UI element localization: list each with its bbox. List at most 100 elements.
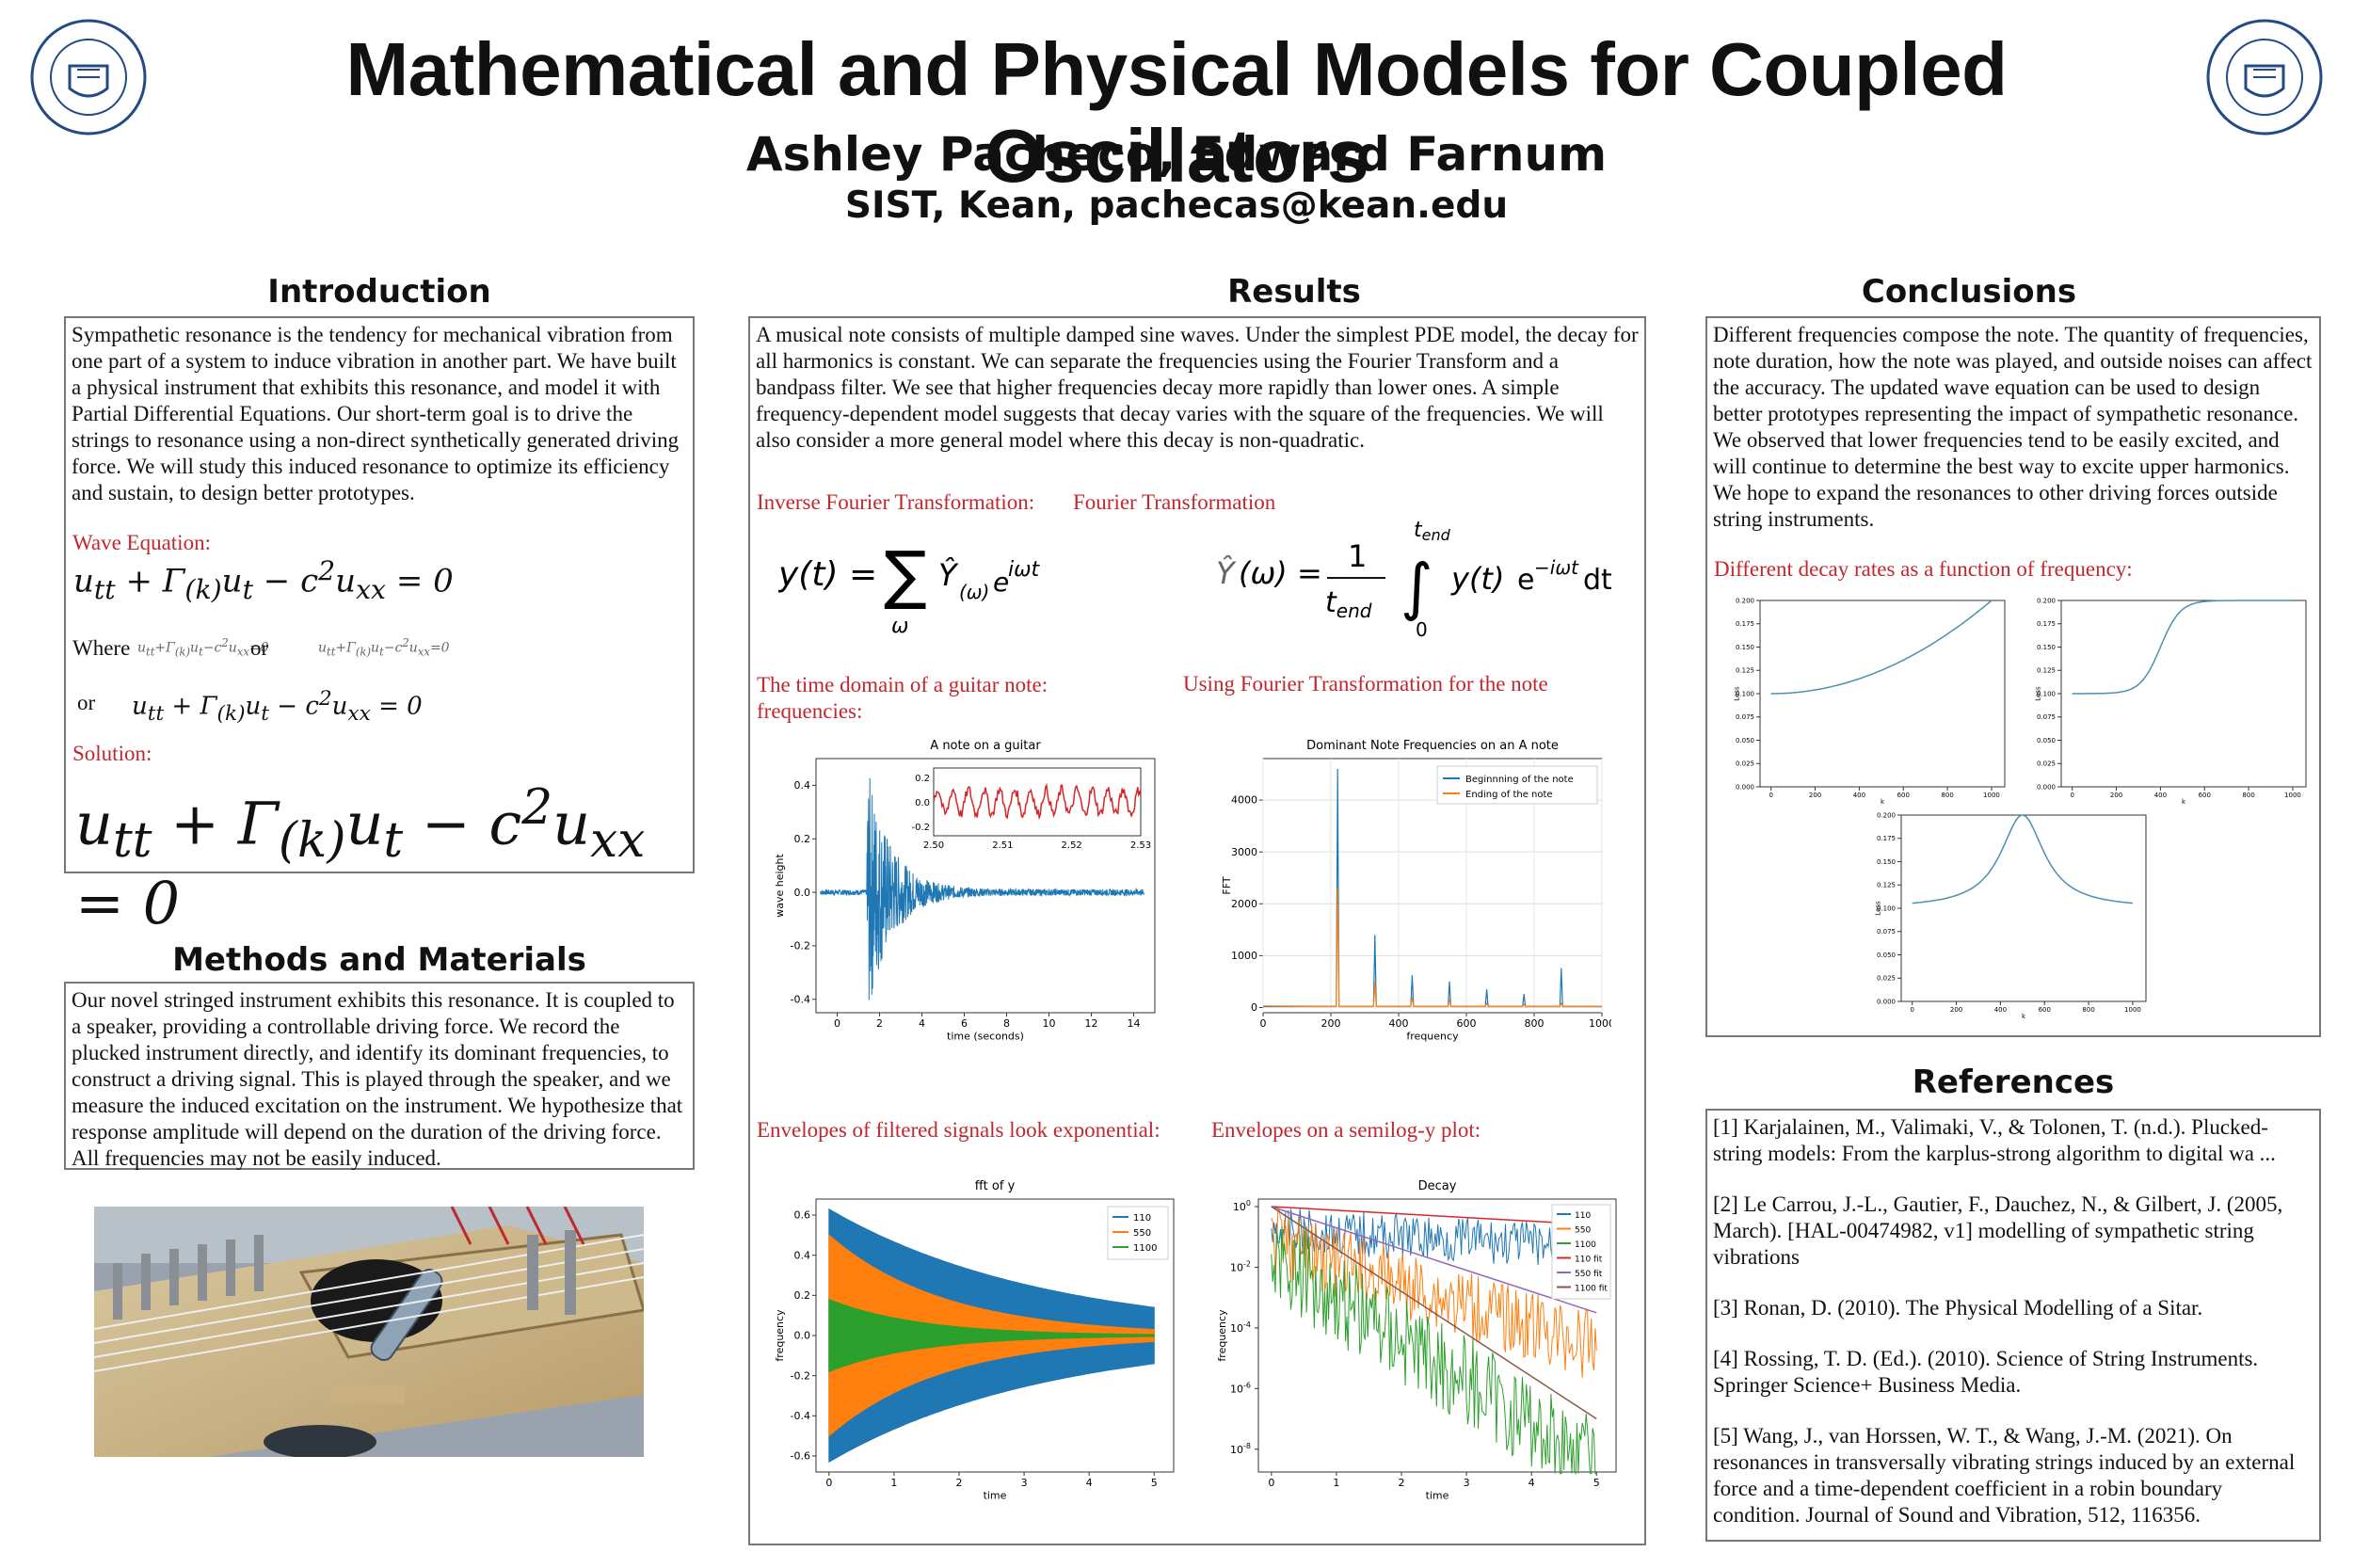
- y-tick-label: 0.100: [1736, 690, 1754, 697]
- fit-line-110 fit: [1271, 1206, 1597, 1226]
- x-axis-label: k: [2022, 1013, 2026, 1020]
- svg-text:(ω) =: (ω) =: [1239, 555, 1322, 591]
- loss-quadratic-chart: k Loss 0.000 0.025 0.050 0.075 0.100 0.125 0.150…: [1734, 597, 2006, 806]
- x-tick-label: 3: [1464, 1477, 1470, 1489]
- decay-rates-label: Different decay rates as a function of f…: [1714, 557, 2133, 581]
- legend-label: 110: [1575, 1211, 1591, 1221]
- y-tick-label: 0.200: [2037, 597, 2056, 604]
- svg-text:y(t) =: y(t) =: [778, 555, 877, 594]
- svg-text:e: e: [1517, 564, 1534, 597]
- plot-frame: [1257, 1198, 1617, 1473]
- legend-label: Beginnning of the note: [1465, 775, 1574, 785]
- where-label: Where: [72, 636, 131, 660]
- results-box: A musical note consists of multiple damp…: [748, 316, 1646, 1545]
- fit-line-550 fit: [1271, 1206, 1597, 1314]
- x-tick-label: 800: [1525, 1017, 1545, 1030]
- legend-label: 550 fit: [1575, 1270, 1603, 1279]
- inset-x-tick-label: 2.51: [992, 840, 1013, 851]
- y-tick-label: -0.4: [791, 993, 810, 1005]
- x-tick-label: 400: [1994, 1006, 2007, 1014]
- x-tick-label: 600: [2039, 1006, 2051, 1014]
- legend-label: 1100: [1575, 1240, 1596, 1250]
- inverse-fourier-label: Inverse Fourier Transformation:: [757, 490, 1035, 514]
- svg-text:0: 0: [1416, 618, 1428, 641]
- y-tick-label: -0.2: [791, 940, 810, 952]
- references-box: [1] Karjalainen, M., Valimaki, V., & Tol…: [1705, 1109, 2321, 1542]
- y-axis-label: Loss: [1875, 901, 1882, 916]
- x-tick-label: 0: [1769, 792, 1772, 799]
- legend-box: [1436, 765, 1598, 805]
- y-tick-label: 0.125: [2037, 667, 2056, 675]
- chart-title: fft of y: [975, 1179, 1016, 1193]
- y-tick-label: 0.150: [1877, 858, 1896, 866]
- y-tick-label: 10-6: [1230, 1381, 1251, 1395]
- y-tick-label: 1000: [1231, 950, 1257, 962]
- y-tick-label: 10-8: [1230, 1442, 1251, 1456]
- poster-title: Mathematical and Physical Models for Cou…: [345, 27, 2008, 198]
- svg-text:y(t): y(t): [1450, 561, 1504, 597]
- x-tick-label: 8: [1003, 1017, 1010, 1030]
- loss-curve: [1770, 600, 1993, 695]
- x-tick-label: 5: [1151, 1477, 1158, 1489]
- y-tick-label: 0.000: [2037, 783, 2056, 791]
- y-tick-label: 0.150: [2037, 644, 2056, 651]
- x-tick-label: 4: [1529, 1477, 1535, 1489]
- decay-series-110: [1271, 1208, 1597, 1268]
- or-label-2: or: [77, 691, 96, 714]
- chart-title: A note on a guitar: [930, 739, 1041, 753]
- reference-4: [4] Rossing, T. D. (Ed.). (2010). Scienc…: [1713, 1347, 2259, 1397]
- y-tick-label: 0.2: [794, 833, 811, 845]
- x-axis-label: k: [2182, 798, 2186, 806]
- svg-text:∫: ∫: [1401, 551, 1433, 623]
- small-equation-1: utt+Γ(k)ut−c2uxx=0: [137, 636, 269, 659]
- x-tick-label: 1: [1333, 1477, 1339, 1489]
- x-tick-label: 0: [1260, 1017, 1267, 1030]
- using-fourier-label: Using Fourier Transformation for the not…: [1183, 672, 1548, 696]
- inset-x-tick-label: 2.52: [1062, 840, 1082, 851]
- y-tick-label: 0.175: [1877, 835, 1896, 842]
- y-tick-label: 0.075: [1736, 713, 1754, 721]
- svg-text:Ŷ: Ŷ: [1216, 555, 1237, 591]
- x-tick-label: 200: [2110, 792, 2122, 799]
- svg-text:ω: ω: [891, 615, 908, 636]
- results-text: A musical note consists of multiple damp…: [756, 323, 1639, 452]
- reference-2: [2] Le Carrou, J.-L., Gautier, F., Dauch…: [1713, 1192, 2283, 1269]
- svg-text:iωt: iωt: [1008, 558, 1041, 582]
- x-tick-label: 800: [2242, 792, 2254, 799]
- y-tick-label: 0.0: [794, 887, 811, 899]
- legend-label: 1100 fit: [1575, 1285, 1608, 1294]
- y-tick-label: 0.050: [1736, 737, 1754, 744]
- decay-series-1100: [1271, 1225, 1597, 1475]
- plot-frame: [1900, 814, 2147, 1002]
- y-tick-label: 0.100: [1877, 904, 1896, 912]
- y-tick-label: 0.000: [1736, 783, 1754, 791]
- y-tick-label: -0.4: [791, 1410, 810, 1422]
- x-tick-label: 400: [1853, 792, 1865, 799]
- y-tick-label: 0.000: [1877, 998, 1896, 1005]
- y-axis-label: Loss: [1734, 686, 1741, 701]
- x-axis-label: time: [1426, 1490, 1449, 1502]
- solution-label: Solution:: [72, 742, 152, 765]
- chart-title: Decay: [1418, 1179, 1457, 1193]
- x-tick-label: 800: [1941, 792, 1953, 799]
- y-tick-label: 4000: [1231, 794, 1257, 807]
- dominant-frequencies-chart: Dominant Note Frequencies on an A note fr…: [1221, 739, 1611, 1043]
- x-tick-label: 1000: [2124, 1006, 2141, 1014]
- fit-line-1100 fit: [1271, 1206, 1597, 1420]
- y-tick-label: -0.6: [791, 1450, 810, 1463]
- decay-chart: Decay time frequency 0 1 2 3 4 5 100 10-2 10-4 10-6 1…: [1216, 1179, 1617, 1502]
- reference-5: [5] Wang, J., van Horssen, W. T., & Wang…: [1713, 1424, 2296, 1527]
- x-tick-label: 5: [1593, 1477, 1600, 1489]
- legend-label: 110: [1133, 1213, 1151, 1224]
- x-axis-label: time (seconds): [947, 1031, 1024, 1043]
- x-tick-label: 2: [1399, 1477, 1405, 1489]
- legend-label: 550: [1133, 1228, 1151, 1239]
- inset-x-tick-label: 2.50: [923, 840, 944, 851]
- x-tick-label: 1: [890, 1477, 897, 1489]
- y-axis-label: frequency: [774, 1309, 786, 1362]
- methods-text: Our novel stringed instrument exhibits t…: [72, 988, 683, 1170]
- reference-3: [3] Ronan, D. (2010). The Physical Model…: [1713, 1296, 2203, 1320]
- y-tick-label: 0.025: [1736, 760, 1754, 768]
- x-tick-label: 0: [2070, 792, 2073, 799]
- loss-curve: [2072, 600, 2293, 695]
